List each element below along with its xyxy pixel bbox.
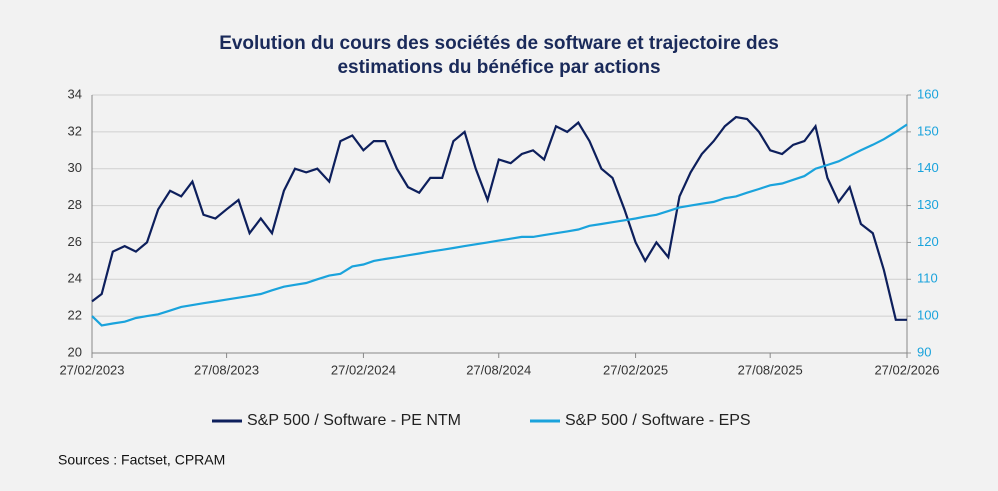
legend-label: S&P 500 / Software - EPS — [565, 412, 751, 429]
y-tick-label: 32 — [68, 123, 82, 138]
y-tick-label: 28 — [68, 197, 82, 212]
y-tick-label: 34 — [68, 86, 82, 101]
x-tick-label: 27/08/2023 — [194, 362, 259, 377]
line — [91, 123, 908, 327]
y-tick-label: 26 — [68, 234, 82, 249]
x-tick-label: 27/02/2026 — [874, 362, 939, 377]
x-tick-label: 27/08/2024 — [466, 362, 531, 377]
y2-tick-label: 120 — [917, 234, 939, 249]
chart-title: estimations du bénéfice par actions — [337, 57, 660, 78]
x-tick-label: 27/08/2025 — [738, 362, 803, 377]
source: Sources : Factset, CPRAM — [58, 452, 225, 468]
y-tick-label: 30 — [68, 160, 82, 175]
y2-tick-label: 160 — [917, 86, 939, 101]
chart-title: Evolution du cours des sociétés de softw… — [219, 33, 779, 54]
y-tick-label: 22 — [68, 308, 82, 323]
y-tick-label: 24 — [68, 271, 82, 286]
x-tick-label: 27/02/2024 — [331, 362, 396, 377]
x-tick-label: 27/02/2023 — [59, 362, 124, 377]
y2-tick-label: 90 — [917, 344, 931, 359]
x-tick-label: 27/02/2025 — [603, 362, 668, 377]
legend-label: S&P 500 / Software - PE NTM — [247, 412, 461, 429]
y2-tick-label: 110 — [917, 271, 938, 286]
y2-tick-label: 150 — [917, 123, 939, 138]
y2-tick-label: 100 — [917, 308, 939, 323]
line — [91, 115, 907, 321]
y2-tick-label: 130 — [917, 197, 939, 212]
y-tick-label: 20 — [68, 344, 82, 359]
y2-tick-label: 140 — [917, 160, 939, 175]
